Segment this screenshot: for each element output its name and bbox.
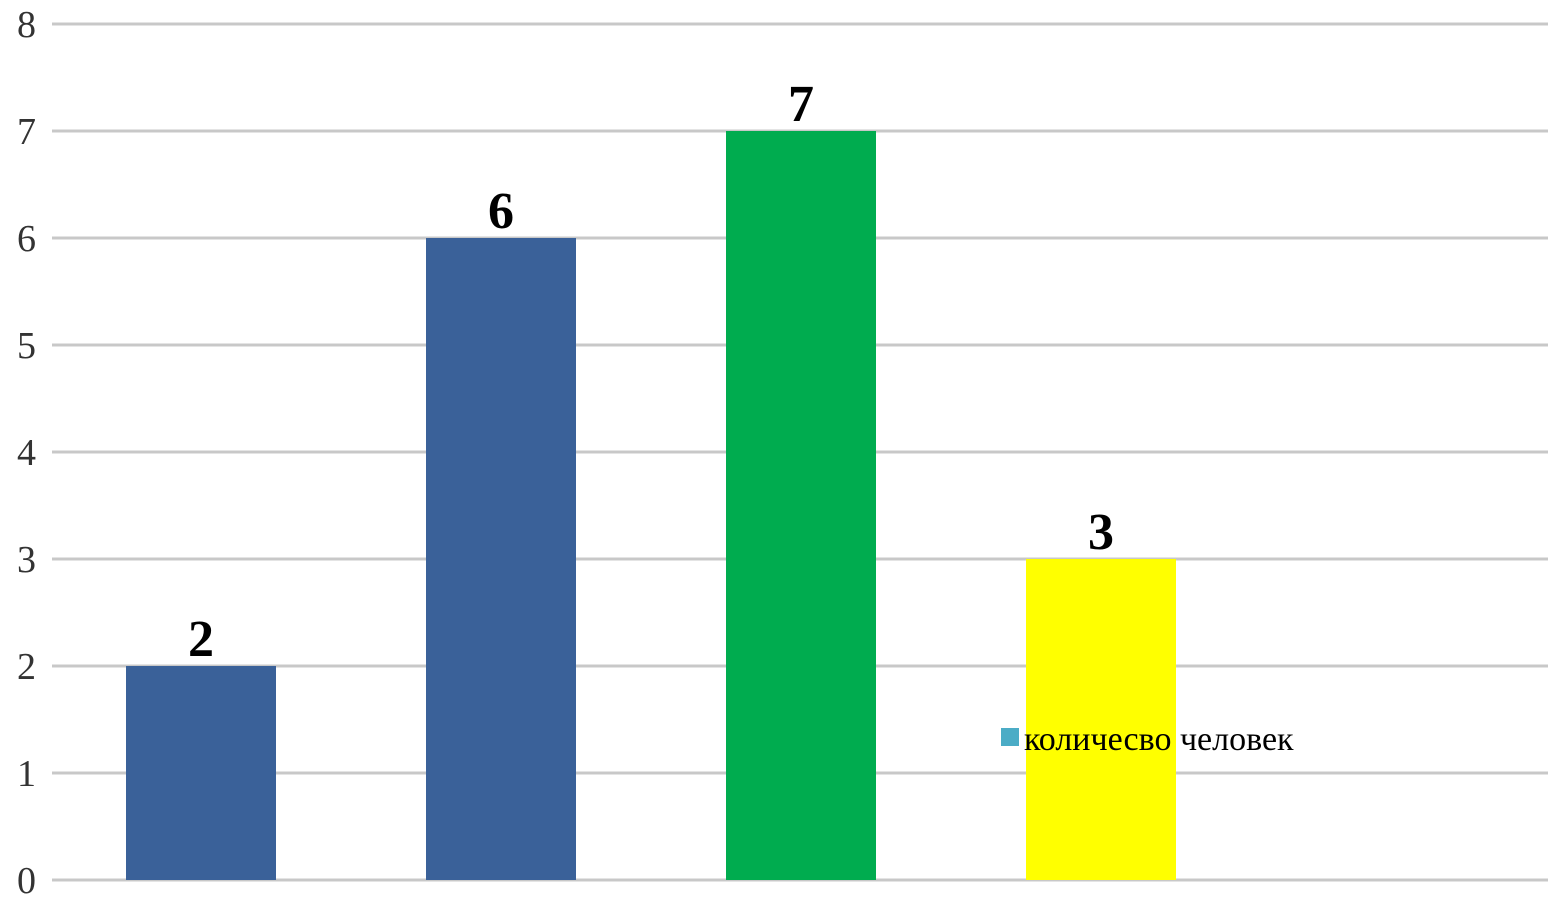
y-tick-label-0: 0 [17, 860, 36, 899]
data-label-1: 2 [188, 611, 214, 668]
bar-3 [726, 131, 876, 880]
data-label-2: 6 [488, 183, 514, 240]
bar-1 [126, 666, 276, 880]
legend-marker [1001, 728, 1019, 746]
y-tick-label-1: 1 [17, 753, 36, 795]
bar-2 [426, 238, 576, 880]
y-tick-label-7: 7 [17, 111, 36, 153]
legend: количесво человек [1001, 721, 1294, 758]
bars [126, 131, 1176, 880]
legend-label: количесво человек [1024, 721, 1294, 758]
y-tick-label-4: 4 [17, 432, 36, 474]
data-label-4: 3 [1088, 504, 1114, 561]
y-axis-ticks: 0 1 2 3 4 5 6 7 8 [17, 4, 36, 902]
y-tick-label-2: 2 [17, 646, 36, 688]
y-tick-label-5: 5 [17, 325, 36, 367]
y-tick-label-8: 8 [17, 4, 36, 46]
data-labels: 2 6 7 3 [188, 76, 1114, 668]
y-tick-label-6: 6 [17, 218, 36, 260]
data-label-3: 7 [788, 76, 814, 133]
bar-4 [1026, 559, 1176, 880]
y-tick-label-3: 3 [17, 539, 36, 581]
